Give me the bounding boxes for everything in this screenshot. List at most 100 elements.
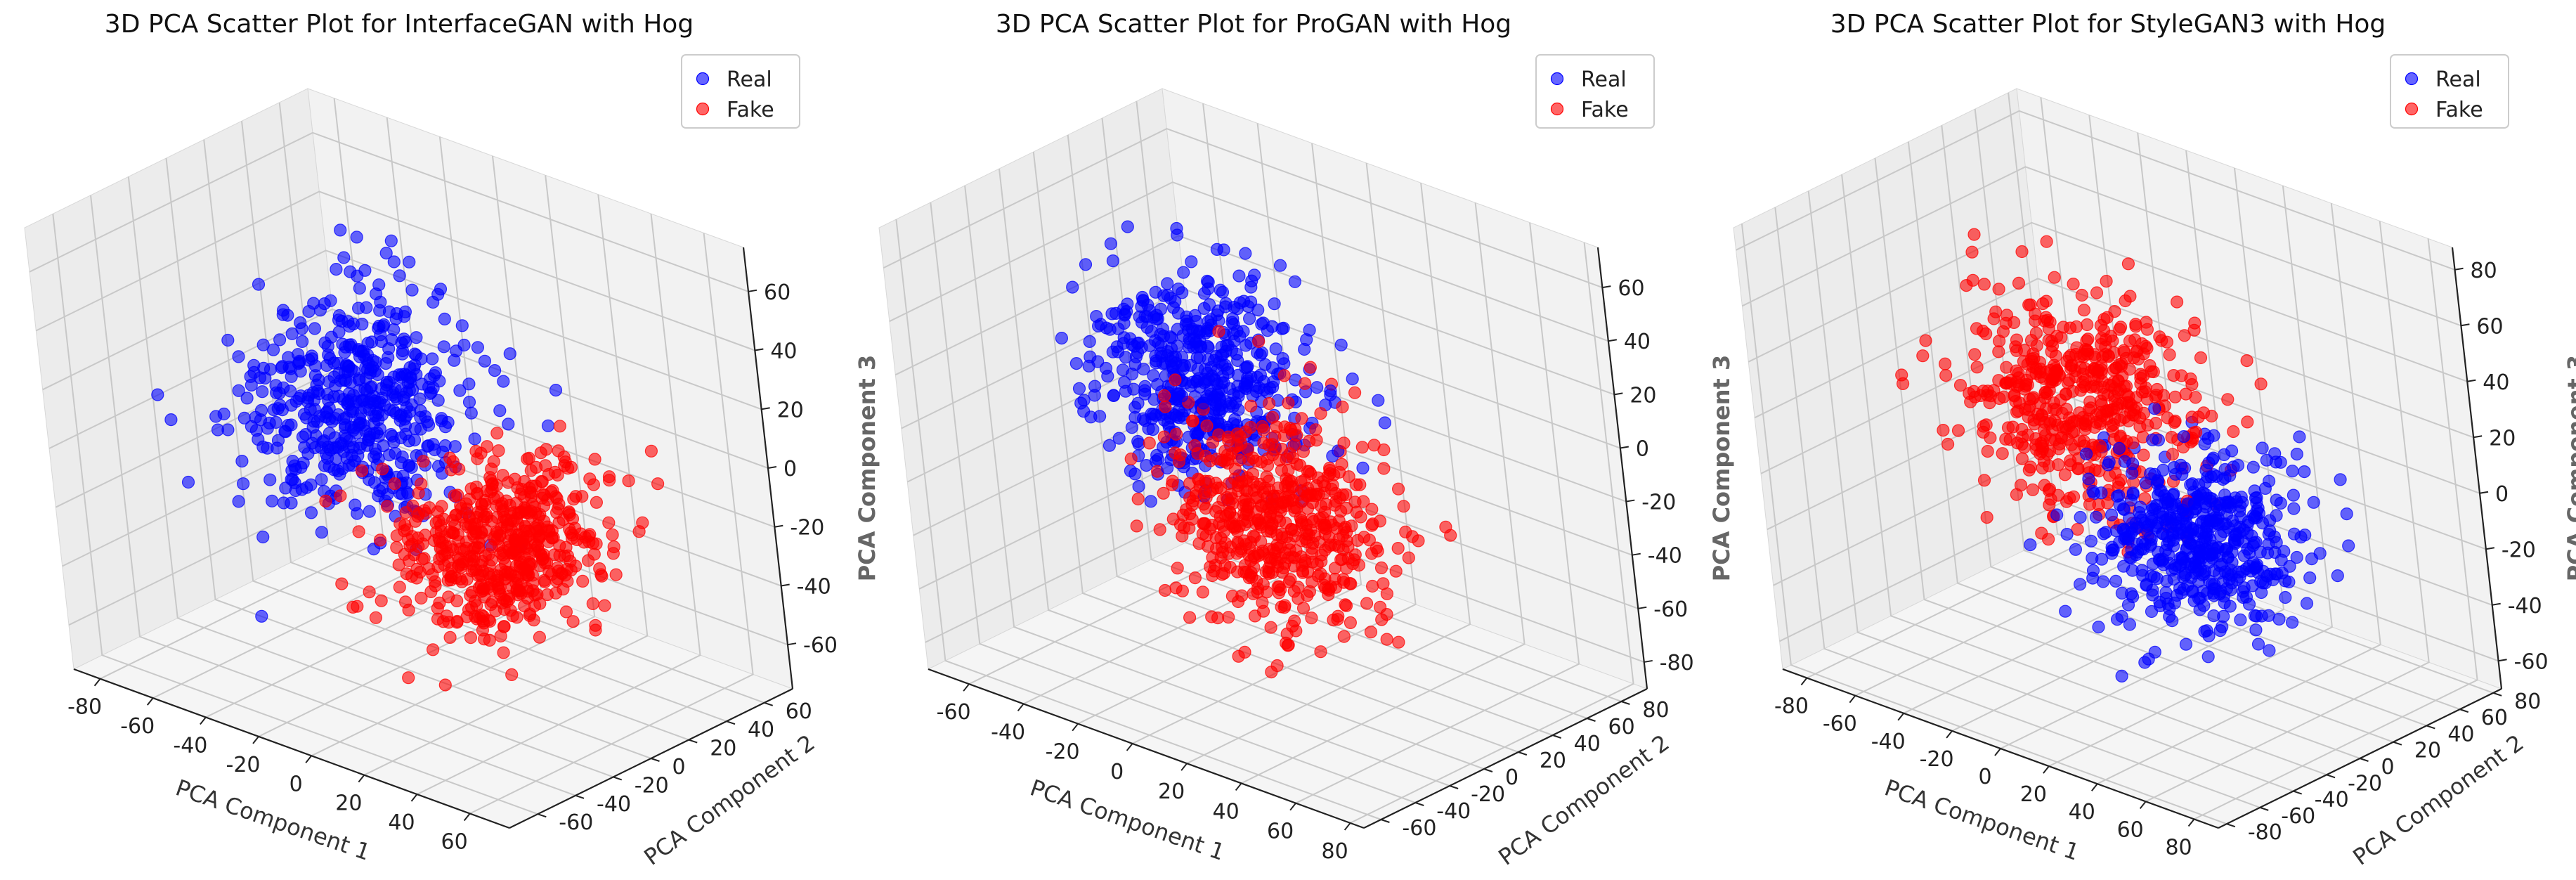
point-real — [403, 361, 417, 375]
point-fake — [1288, 524, 1301, 537]
point-real — [2079, 447, 2093, 460]
point-fake — [440, 609, 453, 623]
point-fake — [375, 594, 388, 607]
point-real — [2236, 585, 2250, 598]
point-fake — [1397, 500, 1410, 513]
point-real — [2199, 534, 2212, 548]
point-real — [2340, 507, 2353, 521]
z-tick-label: 0 — [783, 457, 797, 481]
point-fake — [438, 678, 452, 692]
point-fake — [1348, 386, 1362, 399]
point-real — [2234, 613, 2247, 627]
point-fake — [1321, 470, 1334, 483]
point-fake — [551, 502, 565, 515]
point-fake — [1365, 503, 1379, 516]
point-real — [315, 473, 328, 486]
point-real — [478, 354, 492, 368]
point-fake — [1211, 611, 1225, 625]
point-fake — [1979, 327, 1993, 340]
legend-marker-fake — [1550, 102, 1564, 116]
point-fake — [2051, 488, 2065, 502]
point-fake — [523, 607, 537, 621]
point-real — [1125, 421, 1138, 434]
point-fake — [1241, 443, 1255, 456]
point-fake — [484, 474, 498, 488]
point-fake — [1365, 547, 1379, 560]
point-fake — [2077, 347, 2090, 361]
point-real — [1112, 432, 1126, 445]
point-real — [334, 224, 347, 237]
point-real — [256, 338, 270, 351]
point-fake — [1951, 424, 1965, 437]
point-real — [2059, 604, 2072, 618]
point-fake — [595, 569, 609, 583]
point-fake — [1373, 600, 1387, 614]
point-fake — [1270, 510, 1284, 524]
point-fake — [1171, 562, 1184, 575]
point-real — [2290, 550, 2303, 564]
point-fake — [467, 529, 481, 543]
legend-marker-fake — [2405, 102, 2419, 116]
point-real — [2213, 559, 2227, 572]
point-real — [232, 495, 245, 508]
y-tick-label: 40 — [748, 718, 774, 742]
point-fake — [510, 611, 523, 624]
point-real — [2279, 590, 2292, 604]
x-tick-label: 20 — [335, 791, 362, 816]
point-fake — [2100, 275, 2113, 288]
point-real — [1252, 381, 1266, 395]
point-fake — [2000, 377, 2013, 390]
point-fake — [1255, 498, 1268, 512]
point-fake — [435, 500, 448, 513]
point-real — [401, 486, 414, 500]
point-real — [1227, 318, 1240, 331]
point-fake — [2093, 439, 2107, 453]
point-fake — [1252, 335, 1266, 348]
point-real — [2180, 543, 2193, 557]
point-fake — [2043, 498, 2056, 512]
point-real — [318, 459, 331, 472]
point-fake — [2121, 257, 2135, 271]
point-fake — [1993, 392, 2006, 406]
point-real — [237, 477, 250, 491]
point-fake — [1199, 449, 1212, 463]
point-fake — [1374, 561, 1388, 575]
point-fake — [2168, 390, 2182, 403]
point-real — [244, 370, 257, 383]
point-fake — [590, 496, 604, 509]
point-real — [2218, 596, 2231, 609]
point-real — [275, 361, 288, 375]
point-fake — [1377, 443, 1391, 457]
x-tick-label: 40 — [1213, 799, 1240, 824]
point-real — [2262, 609, 2275, 622]
point-real — [256, 385, 269, 399]
x-tick-label: -80 — [1774, 694, 1809, 719]
point-real — [264, 473, 277, 486]
point-real — [379, 247, 393, 260]
point-fake — [1192, 537, 1206, 550]
point-fake — [2015, 245, 2029, 259]
point-fake — [417, 552, 431, 565]
point-real — [221, 333, 235, 347]
point-fake — [402, 603, 415, 617]
point-real — [2256, 441, 2269, 455]
point-real — [2246, 539, 2260, 552]
legend-marker-real — [696, 72, 710, 86]
point-real — [252, 278, 266, 291]
legend: Real Fake — [681, 54, 800, 129]
point-fake — [1262, 439, 1275, 452]
point-fake — [1348, 496, 1362, 509]
y-tick-label: 40 — [1574, 732, 1601, 756]
point-fake — [622, 474, 635, 488]
point-fake — [1332, 609, 1345, 623]
point-fake — [402, 671, 415, 685]
point-real — [2233, 505, 2246, 518]
point-fake — [1402, 551, 1415, 564]
point-fake — [1375, 613, 1388, 626]
point-fake — [2067, 490, 2081, 503]
point-real — [1214, 283, 1227, 297]
point-fake — [1391, 541, 1405, 555]
point-real — [1118, 309, 1131, 322]
point-fake — [2104, 330, 2118, 343]
point-real — [1112, 322, 1125, 335]
